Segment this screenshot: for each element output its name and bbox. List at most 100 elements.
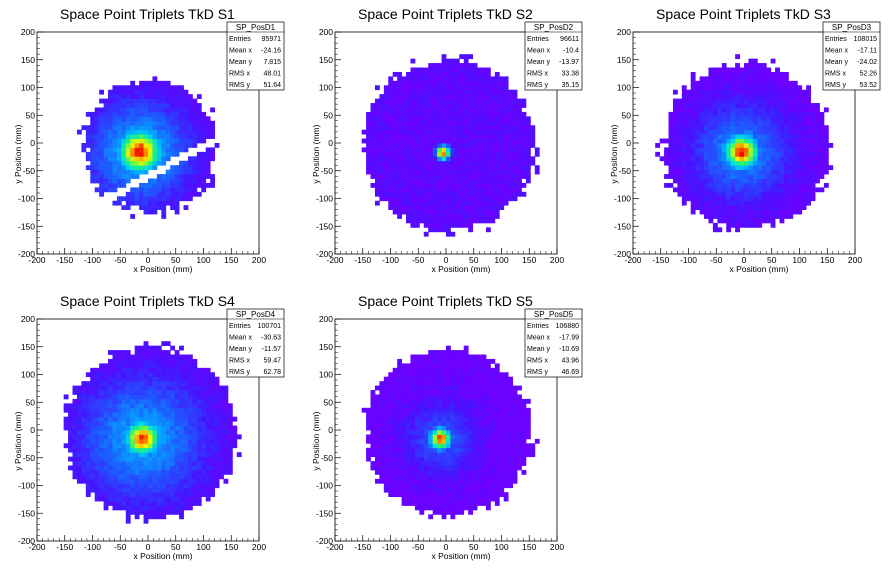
heatmap-cells [655,54,834,233]
heatmap-cell [112,478,118,484]
heatmap-cell [708,125,714,131]
heatmap-cell [201,469,207,475]
heatmap-cell [481,103,487,108]
heatmap-cell [521,138,527,144]
heatmap-cell [783,98,789,104]
heatmap-cell [103,483,109,489]
heatmap-cell [428,125,434,131]
heatmap-cell [94,147,100,153]
heatmap-cell [490,218,496,224]
heatmap-cell [397,169,402,175]
heatmap-cell [792,169,798,175]
heatmap-cell [370,465,376,471]
heatmap-cell [85,478,91,484]
heatmap-cell [406,434,411,440]
heatmap-cell [775,165,780,171]
heatmap-cell [775,151,780,157]
heatmap-cell [490,169,496,175]
heatmap-cell [139,116,144,122]
heatmap-cell [94,174,100,179]
heatmap-cell [116,478,122,484]
heatmap-cell [374,407,380,413]
heatmap-cell [788,111,794,117]
heatmap-cell [494,129,500,135]
heatmap-cell [757,138,763,144]
heatmap-cell [90,147,96,153]
heatmap-cell [383,178,389,184]
heatmap-cell [695,134,700,139]
heatmap-cell [432,205,438,210]
heatmap-cell [196,160,202,166]
heatmap-cell [156,358,162,364]
heatmap-cell [664,182,669,188]
heatmap-cell [125,461,131,466]
heatmap-cell [134,345,140,351]
heatmap-cell [130,160,136,166]
heatmap-cell [485,143,491,148]
heatmap-cell [374,129,380,135]
heatmap-cell [801,138,807,144]
heatmap-cell [81,125,87,131]
heatmap-cell [744,111,749,117]
heatmap-cell [432,209,438,215]
heatmap-cell [148,509,153,515]
heatmap-cell [397,438,402,444]
heatmap-cell [815,116,820,122]
heatmap-cell [744,107,749,113]
heatmap-cell [503,129,509,135]
heatmap-cell [112,443,118,449]
heatmap-cell [517,178,522,184]
heatmap-cell [708,182,714,188]
heatmap-cell [103,452,109,458]
heatmap-cell [441,156,447,162]
heatmap-cell [757,160,763,166]
heatmap-cell [108,487,113,493]
heatmap-cell [108,447,113,453]
heatmap-cell [143,354,149,360]
heatmap-cell [187,178,193,184]
heatmap-cell [686,156,692,162]
heatmap-cell [704,129,709,135]
heatmap-cell [121,430,127,435]
heatmap-cell [823,160,829,166]
heatmap-cell [156,196,162,202]
heatmap-cell [721,71,727,77]
heatmap-cell [179,103,184,108]
heatmap-cell [419,151,425,157]
heatmap-cell [161,443,167,449]
heatmap-cell [419,178,425,184]
heatmap-cell [454,111,460,117]
heatmap-cell [383,111,389,117]
heatmap-cell [143,200,149,206]
heatmap-cell [143,125,149,131]
heatmap-cell [477,151,482,157]
heatmap-cell [121,205,127,210]
heatmap-cell [410,147,416,153]
heatmap-cell [708,165,714,171]
heatmap-cell [99,156,104,162]
heatmap-cell [454,116,460,122]
heatmap-cell [490,129,496,135]
heatmap-cell [432,196,438,202]
heatmap-cell [85,390,91,395]
heatmap-cell [704,191,709,197]
heatmap-cell [761,182,767,188]
heatmap-cell [419,143,425,148]
heatmap-cell [485,67,491,73]
heatmap-cell [712,214,718,219]
heatmap-cell [121,443,127,449]
heatmap-cell [116,456,122,462]
heatmap-cell [788,94,794,99]
heatmap-cell [134,465,140,471]
heatmap-cell [383,465,389,471]
heatmap-cell [174,174,180,179]
heatmap-cell [766,156,772,162]
heatmap-cell [406,120,411,126]
heatmap-cell [752,63,758,68]
heatmap-cell [370,160,376,166]
heatmap-cell [366,143,371,148]
heatmap-cell [121,367,127,373]
heatmap-cell [468,156,474,162]
heatmap-cell [116,107,122,113]
heatmap-cell [823,134,829,139]
